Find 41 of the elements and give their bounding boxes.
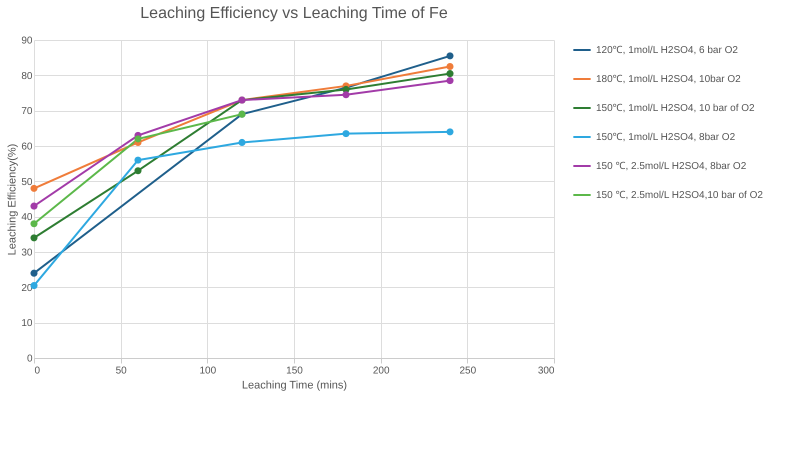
point	[446, 70, 454, 78]
x-tick-label: 50	[116, 366, 128, 376]
x-tick-label: 100	[199, 366, 217, 376]
point	[30, 184, 38, 192]
point	[342, 91, 350, 98]
x-tick-label: 150	[286, 366, 304, 376]
point	[134, 167, 142, 174]
y-tick-label: 0	[26, 354, 33, 364]
y-tick-label: 80	[21, 70, 33, 82]
y-tick-label: 70	[21, 106, 33, 118]
legend-label: 150℃, 1mol/L H2SO4, 10 bar of O2	[596, 103, 756, 114]
point	[30, 234, 38, 242]
point	[446, 62, 454, 70]
x-axis-title: Leaching Time (mins)	[242, 380, 348, 392]
y-tick-label: 40	[21, 212, 33, 224]
y-tick-label: 30	[21, 248, 33, 258]
chart-title: Leaching Efficiency vs Leaching Time of Fe	[140, 5, 448, 22]
legend-label: 180℃, 1mol/L H2SO4, 10bar O2	[596, 74, 742, 85]
point	[446, 128, 454, 136]
point	[238, 138, 246, 146]
y-tick-label: 60	[21, 142, 33, 152]
x-tick-label: 300	[538, 366, 555, 376]
point	[446, 52, 454, 60]
legend-label: 150 ℃, 2.5mol/L H2SO4, 8bar O2	[596, 161, 747, 172]
point	[342, 130, 350, 138]
point	[30, 220, 38, 228]
x-tick-label: 200	[372, 366, 390, 376]
point	[134, 156, 142, 164]
point	[30, 202, 38, 210]
y-tick-label: 10	[21, 318, 33, 330]
y-axis-title: Leaching Efficiency(%)	[6, 144, 18, 256]
legend-label: 150℃, 1mol/L H2SO4, 8bar O2	[596, 132, 736, 143]
legend-label: 120℃, 1mol/L H2SO4, 6 bar O2	[596, 45, 738, 56]
legend-label: 150 ℃, 2.5mol/L H2SO4,10 bar of O2	[596, 190, 764, 201]
point	[30, 270, 38, 277]
x-tick-label: 0	[34, 366, 40, 376]
x-tick-label: 250	[459, 366, 477, 376]
y-tick-label: 50	[21, 176, 33, 188]
y-tick-label: 90	[21, 36, 33, 46]
point	[134, 135, 142, 142]
point	[446, 77, 454, 84]
